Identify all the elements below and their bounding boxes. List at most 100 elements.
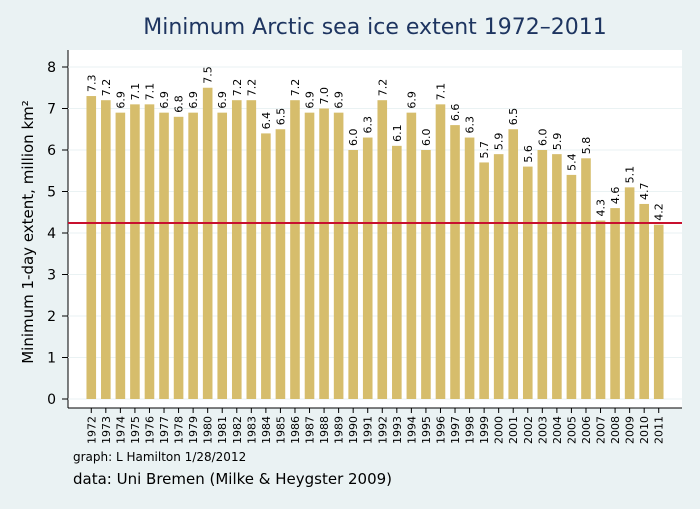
x-tick-label: 1993 (391, 416, 404, 444)
value-label: 6.5 (507, 108, 520, 126)
bar (202, 87, 213, 399)
value-label: 6.8 (173, 95, 186, 113)
x-tick-label: 2011 (653, 416, 666, 444)
x-tick-label: 1991 (362, 416, 375, 444)
bar (522, 166, 533, 399)
y-tick-label: 7 (47, 102, 56, 118)
plot-area (68, 50, 682, 408)
value-label: 6.9 (405, 91, 418, 109)
bar (508, 129, 519, 399)
x-tick-label: 1995 (420, 416, 433, 444)
value-label: 6.9 (114, 91, 127, 109)
x-tick-label: 2009 (624, 416, 637, 444)
bar (362, 137, 373, 400)
x-tick-label: 1983 (245, 416, 258, 444)
bar (275, 129, 286, 399)
bar (86, 96, 97, 400)
value-label: 7.2 (231, 79, 244, 97)
x-tick-label: 1972 (85, 416, 98, 444)
value-label: 5.9 (493, 133, 506, 151)
x-tick-label: 1999 (478, 416, 491, 444)
bar (493, 154, 504, 399)
y-tick-label: 5 (47, 185, 56, 201)
value-label: 7.1 (143, 83, 156, 101)
value-label: 6.9 (187, 91, 200, 109)
bar (101, 100, 111, 399)
x-tick-label: 1980 (202, 416, 215, 444)
x-tick-label: 2004 (551, 416, 564, 444)
bar (231, 100, 242, 399)
x-tick-label: 2002 (522, 416, 535, 444)
value-label: 7.2 (245, 79, 258, 97)
value-label: 7.1 (129, 83, 142, 101)
x-tick-label: 1987 (304, 416, 317, 444)
bar (217, 112, 228, 400)
x-tick-label: 2006 (580, 416, 593, 444)
bar (566, 174, 577, 399)
value-label: 7.1 (434, 83, 447, 101)
bar (581, 158, 591, 399)
value-label: 5.4 (565, 153, 578, 171)
value-label: 6.9 (333, 91, 346, 109)
note: graph: L Hamilton 1/28/2012 (73, 450, 246, 464)
value-label: 6.0 (347, 129, 360, 147)
value-label: 6.3 (464, 116, 477, 134)
bar (406, 112, 417, 400)
x-tick-label: 2003 (536, 416, 549, 444)
bar (450, 125, 460, 399)
value-label: 7.2 (289, 79, 302, 97)
value-label: 6.9 (304, 91, 317, 109)
x-tick-label: 2010 (638, 416, 651, 444)
value-label: 6.5 (274, 108, 287, 126)
bar (392, 145, 402, 399)
bar (333, 112, 344, 400)
y-tick-label: 6 (47, 143, 56, 159)
x-tick-label: 1973 (100, 416, 113, 444)
y-tick-label: 4 (47, 226, 56, 242)
bar (130, 104, 140, 399)
value-label: 5.7 (478, 141, 491, 159)
bar (115, 112, 126, 400)
bar (435, 104, 446, 399)
bar (290, 100, 300, 399)
value-label: 5.1 (624, 166, 637, 184)
bar (653, 224, 664, 399)
value-label: 6.4 (260, 112, 273, 130)
bar (464, 137, 475, 400)
bar (144, 104, 155, 399)
x-tick-label: 1996 (434, 416, 447, 444)
x-tick-label: 1977 (158, 416, 171, 444)
x-tick-label: 1992 (376, 416, 389, 444)
value-label: 6.0 (536, 129, 549, 147)
value-label: 6.0 (420, 129, 433, 147)
x-tick-label: 1985 (274, 416, 287, 444)
value-label: 7.0 (318, 87, 331, 105)
x-tick-label: 1979 (187, 416, 200, 444)
bar (595, 220, 606, 399)
value-label: 6.3 (362, 116, 375, 134)
bar (173, 116, 184, 400)
value-label: 6.9 (216, 91, 229, 109)
value-label: 6.9 (158, 91, 171, 109)
bar (246, 100, 257, 399)
x-tick-label: 1978 (173, 416, 186, 444)
value-label: 6.6 (449, 104, 462, 122)
y-axis-label: Minimum 1-day extent, million km² (19, 100, 37, 364)
bar (421, 150, 431, 399)
y-tick-label: 8 (47, 60, 56, 76)
bar (624, 187, 635, 399)
y-tick-label: 1 (47, 351, 56, 367)
x-tick-label: 1989 (333, 416, 346, 444)
y-tick-label: 0 (47, 392, 56, 408)
x-tick-label: 2005 (565, 416, 578, 444)
value-label: 5.8 (580, 137, 593, 155)
x-tick-label: 1994 (405, 416, 418, 444)
x-tick-label: 1976 (143, 416, 156, 444)
x-tick-label: 1988 (318, 416, 331, 444)
bar (188, 112, 198, 400)
bar (159, 112, 169, 400)
x-tick-label: 1990 (347, 416, 360, 444)
x-tick-label: 1981 (216, 416, 229, 444)
